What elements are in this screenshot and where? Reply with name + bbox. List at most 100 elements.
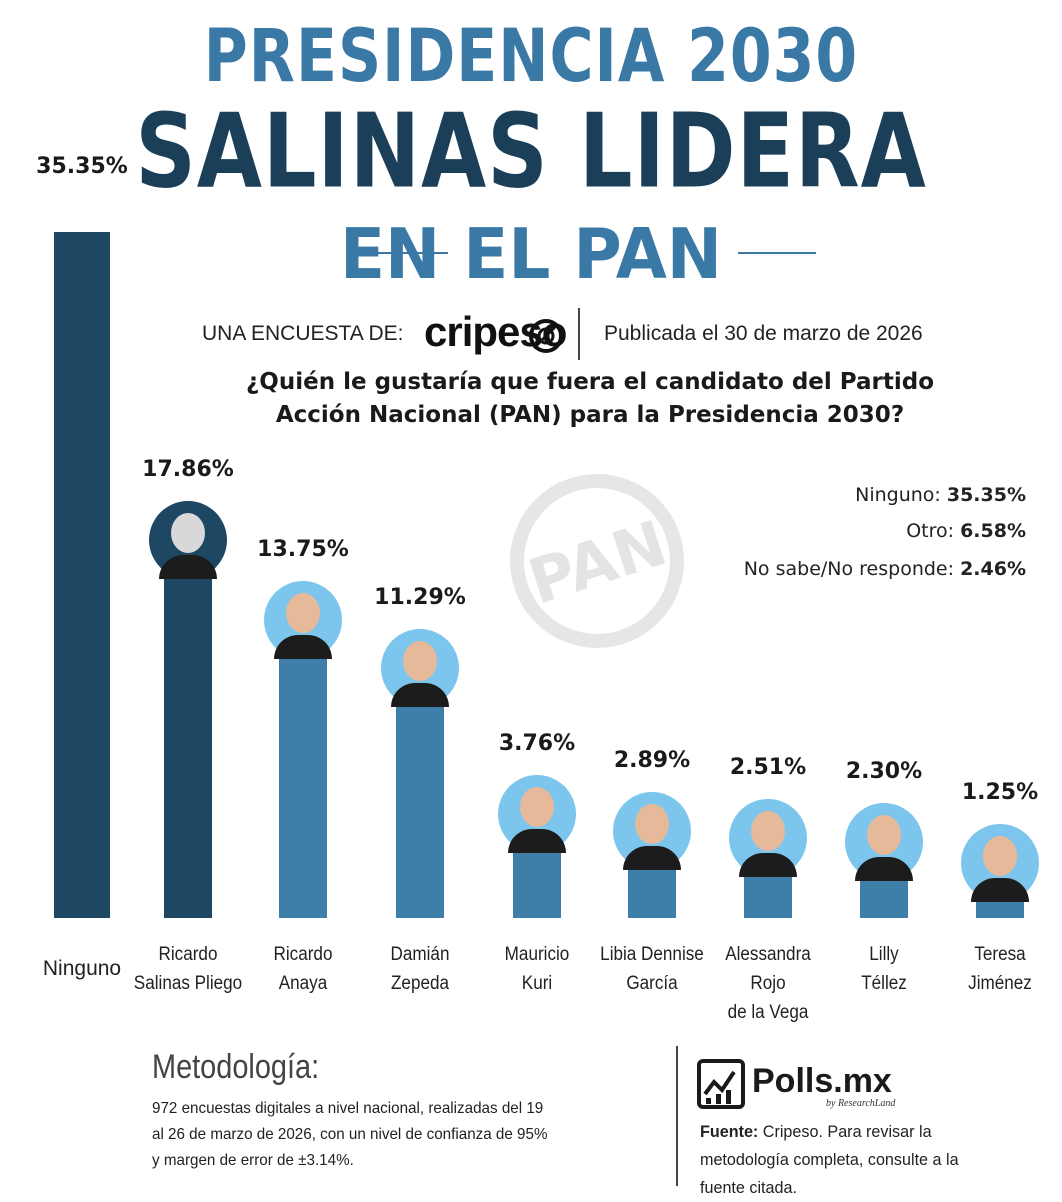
other-value: 2.46% [960,558,1026,580]
headline-top: PRESIDENCIA 2030 [203,14,859,100]
footer-divider [676,1046,678,1186]
candidate-avatar [498,775,576,853]
person-icon [403,641,437,681]
byline-divider [578,308,580,360]
polls-brand-sub: by ResearchLand [826,1098,896,1109]
category-label-line: de la Vega [727,1002,809,1023]
published-date: Publicada el 30 de marzo de 2026 [604,322,923,345]
shoulders-shape [739,853,797,877]
category-label: Libia Dennise García [589,940,715,998]
title-rule-left [370,252,448,254]
shoulders-shape [855,857,913,881]
person-icon [751,811,785,851]
shoulders-shape [971,878,1029,902]
candidate-avatar [264,581,342,659]
candidate-avatar [613,792,691,870]
category-label-line: García [626,973,678,994]
pan-watermark-icon: PAN [510,474,684,648]
category-label: Lilly Téllez [821,940,947,998]
source-text: Cripeso. Para revisar la metodología com… [700,1122,959,1197]
category-label: Ricardo Anaya [240,940,366,998]
other-value: 35.35% [946,484,1026,506]
headline-sub: EN EL PAN [339,214,723,295]
category-label-line: Ninguno [42,957,122,980]
category-label-line: Ricardo [158,944,218,965]
question-line-1: ¿Quién le gustaría que fuera el candidat… [245,369,935,395]
category-label: Damián Zepeda [357,940,483,998]
bar [279,651,327,918]
shoulders-shape [623,846,681,870]
bar [513,845,561,918]
category-label: Alessandra Rojo de la Vega [705,940,831,1027]
candidate-avatar [149,501,227,579]
value-label: 2.51% [729,755,807,780]
person-icon [635,804,669,844]
value-label: 2.89% [613,748,691,773]
survey-question: ¿Quién le gustaría que fuera el candidat… [140,366,1040,432]
person-icon [171,513,205,553]
other-label: Otro: [906,520,961,542]
bar-chart: 35.35% Ninguno 17.86% Ricardo Salinas Pliego… [12,154,1062,1027]
value-label: 11.29% [374,585,466,610]
value-label: 13.75% [257,537,349,562]
candidate-avatar [961,824,1039,902]
shoulders-shape [159,555,217,579]
category-label-line: Ricardo [273,944,333,965]
title-rule-right [738,252,816,254]
target-icon [529,319,563,353]
category-label-line: Libia Dennise [600,944,704,965]
category-label-line: Kuri [521,973,553,994]
source-label: Fuente: [700,1122,759,1141]
other-label: No sabe/No responde: [743,558,961,580]
source-note: Fuente: Cripeso. Para revisar la metodol… [700,1118,1004,1202]
candidate-avatar [381,629,459,707]
methodology-line: y margen de error de ±3.14%. [152,1152,354,1169]
category-label-line: Zepeda [390,973,449,994]
byline: UNA ENCUESTA DE: [202,322,404,345]
question-line-2: Acción Nacional (PAN) para la Presidenci… [275,402,905,428]
category-label: Ricardo Salinas Pliego [125,940,251,998]
person-icon [867,815,901,855]
value-label: 2.30% [845,759,923,784]
category-label-line: Teresa [974,944,1026,965]
value-label: 17.86% [142,457,234,482]
category-label-line: Salinas Pliego [133,973,243,994]
category-label-line: Anaya [278,973,328,994]
category-label-line: Mauricio [504,944,570,965]
other-otro: Otro: 6.58% [906,520,1026,542]
polls-brand: Polls.mx [752,1062,892,1100]
methodology-line: al 26 de marzo de 2026, con un nivel de … [152,1126,548,1143]
category-label: Ninguno [12,954,152,983]
category-label-line: Alessandra [725,944,811,965]
bar [744,869,792,918]
pollster-logo: cripeso [424,308,567,355]
category-label-line: Jiménez [968,973,1032,994]
category-label: Teresa Jiménez [937,940,1062,998]
other-label: Ninguno: [855,484,947,506]
other-value: 6.58% [960,520,1026,542]
shoulders-shape [391,683,449,707]
bar [628,862,676,918]
category-label-line: Lilly [869,944,899,965]
shoulders-shape [508,829,566,853]
value-label: 3.76% [498,731,576,756]
bar [396,699,444,918]
methodology-line: 972 encuestas digitales a nivel nacional… [152,1100,544,1117]
value-label: 1.25% [961,780,1039,805]
other-no-sabe: No sabe/No responde: 2.46% [744,558,1026,580]
shoulders-shape [274,635,332,659]
value-label: 35.35% [36,154,128,179]
headline-main: SALINAS LIDERA [135,92,927,212]
methodology-text: 972 encuestas digitales a nivel nacional… [152,1096,551,1174]
person-icon [983,836,1017,876]
other-ninguno: Ninguno: 35.35% [855,484,1026,506]
person-icon [286,593,320,633]
bar [54,232,110,918]
category-label-line: Rojo [750,973,786,994]
candidate-avatar [729,799,807,877]
candidate-avatar [845,803,923,881]
polls-logo-icon [697,1059,745,1109]
methodology-title: Metodología: [152,1048,320,1086]
person-icon [520,787,554,827]
category-label-line: Téllez [861,973,907,994]
